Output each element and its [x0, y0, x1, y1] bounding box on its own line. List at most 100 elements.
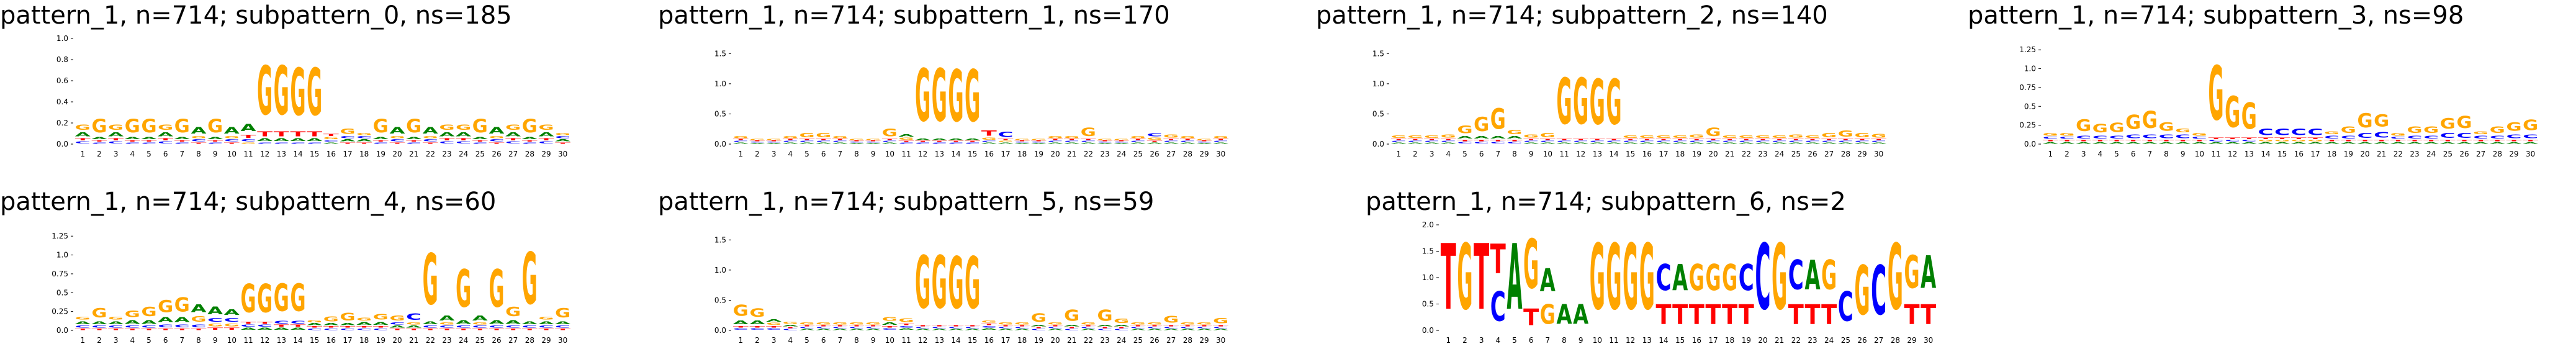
logo-letter-A: A — [373, 137, 389, 140]
logo-letter-G: G — [1623, 225, 1638, 330]
logo-letter-T: T — [1854, 138, 1870, 140]
logo-letter-T: T — [522, 140, 538, 142]
logo-letter-T: T — [1772, 138, 1787, 140]
x-tick-label: 15 — [310, 336, 319, 345]
logo-letter-A: A — [1391, 142, 1407, 144]
logo-letter-A: A — [406, 325, 421, 329]
x-tick-label: 5 — [804, 150, 809, 158]
logo-letter-G: G — [290, 55, 305, 130]
logo-letter-C: C — [257, 324, 272, 327]
logo-letter-A: A — [1490, 136, 1506, 140]
logo-letter-C: C — [1672, 140, 1688, 142]
logo-letter-T: T — [373, 140, 389, 142]
x-tick-label: 25 — [1791, 150, 1801, 158]
logo-letter-T: T — [783, 138, 798, 140]
logo-letter-G: G — [1540, 132, 1556, 138]
logo-letter-T: T — [489, 142, 504, 144]
logo-letter-G: G — [915, 55, 930, 138]
logo-letter-G: G — [749, 138, 765, 140]
logo-letter-T: T — [816, 325, 831, 327]
logo-letter-G: G — [766, 138, 781, 140]
logo-letter-C: C — [555, 325, 570, 328]
logo-letter-G: G — [1457, 225, 1472, 330]
x-tick-label: 16 — [327, 150, 336, 158]
logo-letter-G: G — [1788, 134, 1804, 139]
x-tick-label: 29 — [1199, 150, 1209, 158]
logo-letter-G: G — [389, 136, 405, 139]
x-tick-label: 26 — [1808, 150, 1817, 158]
x-tick-label: 8 — [196, 336, 201, 345]
logo-letter-C: C — [915, 327, 930, 329]
x-tick-label: 23 — [1100, 336, 1109, 345]
logo-letter-T: T — [1196, 325, 1212, 327]
logo-letter-T: T — [2341, 140, 2356, 142]
logo-letter-A: A — [2258, 142, 2273, 145]
logo-letter-A: A — [816, 329, 831, 330]
logo-letter-T: T — [307, 130, 323, 138]
logo-letter-C: C — [865, 142, 881, 143]
logo-letter-T: T — [1180, 138, 1196, 140]
logo-letter-G: G — [2059, 132, 2074, 137]
logo-letter-C: C — [2291, 127, 2307, 138]
logo-letter-A: A — [1523, 142, 1539, 144]
logo-letter-C: C — [1804, 140, 1820, 142]
x-tick-label: 16 — [984, 150, 994, 158]
x-tick-label: 26 — [2459, 150, 2469, 158]
logo-letter-G: G — [2456, 112, 2472, 132]
x-tick-label: 19 — [1034, 336, 1043, 345]
logo-letter-T: T — [1804, 138, 1820, 140]
logo-letter-C: C — [799, 327, 814, 329]
logo-letter-G: G — [191, 136, 206, 139]
logo-letter-T: T — [1722, 138, 1737, 140]
x-tick-label: 20 — [1758, 336, 1767, 345]
x-tick-label: 23 — [442, 336, 451, 345]
logo-letter-C: C — [108, 325, 124, 328]
logo-letter-G: G — [2125, 111, 2141, 134]
logo-letter-A: A — [1540, 142, 1556, 144]
logo-letter-A: A — [2390, 142, 2406, 145]
y-tick-label: 1.5 — [1372, 49, 1384, 58]
x-tick-label: 23 — [1100, 150, 1109, 158]
logo-letter-A: A — [373, 322, 389, 326]
logo-letter-G: G — [1014, 138, 1030, 140]
logo-letter-C: C — [423, 138, 438, 142]
logo-letter-C: C — [1031, 329, 1047, 330]
x-tick-label: 28 — [525, 150, 534, 158]
x-tick-label: 20 — [392, 150, 402, 158]
logo-letter-A: A — [2407, 142, 2422, 145]
logo-letter-A: A — [2192, 142, 2207, 145]
logo-letter-G: G — [865, 322, 881, 325]
logo-letter-A: A — [1064, 142, 1079, 144]
logo-letter-C: C — [1180, 140, 1196, 142]
logo-letter-C: C — [1490, 284, 1506, 330]
y-tick-label: 0.5 — [714, 109, 726, 118]
x-tick-label: 7 — [180, 150, 185, 158]
x-tick-label: 30 — [2526, 150, 2535, 158]
logo-letter-C: C — [1146, 133, 1162, 138]
logo-letter-C: C — [555, 135, 570, 138]
logo-letter-C: C — [915, 142, 930, 144]
logo-letter-C: C — [2158, 134, 2174, 140]
logo-letter-T: T — [2423, 140, 2439, 142]
x-tick-label: 18 — [1017, 336, 1027, 345]
logo-letter-C: C — [1014, 142, 1030, 143]
logo-letter-T: T — [2456, 140, 2472, 142]
logo-letter-G: G — [240, 276, 256, 322]
logo-letter-C: C — [75, 141, 91, 144]
logo-letter-T: T — [1821, 138, 1837, 140]
logo-letter-C: C — [981, 325, 997, 328]
logo-letter-G: G — [108, 316, 124, 320]
x-tick-label: 28 — [525, 336, 534, 345]
logo-letter-C: C — [1623, 140, 1638, 142]
x-tick-label: 4 — [130, 150, 135, 158]
logo-letter-C: C — [1655, 258, 1671, 299]
logo-letter-A: A — [75, 132, 91, 138]
x-tick-label: 16 — [2294, 150, 2304, 158]
logo-letter-T: T — [274, 324, 289, 327]
logo-letter-C: C — [2258, 127, 2273, 138]
logo-letter-T: T — [91, 329, 107, 331]
x-tick-label: 4 — [2098, 150, 2103, 158]
logo-letter-G: G — [2175, 128, 2191, 134]
logo-letter-A: A — [2092, 142, 2108, 145]
x-tick-label: 2 — [755, 336, 760, 345]
